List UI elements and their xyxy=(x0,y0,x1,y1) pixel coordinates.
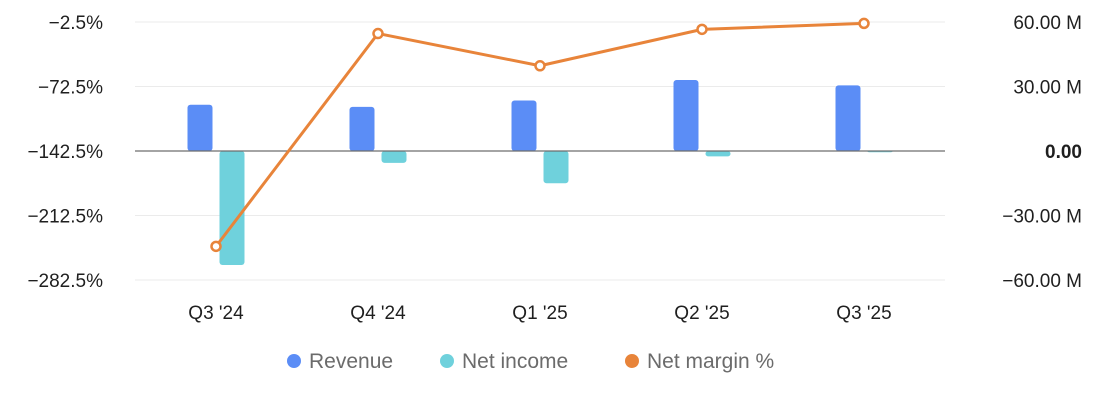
net-income-bar xyxy=(219,151,245,265)
bars xyxy=(187,80,893,265)
revenue-bar xyxy=(673,80,699,151)
right-axis: 60.00 M 30.00 M 0.00 −30.00 M −60.00 M xyxy=(1002,13,1082,292)
x-axis-tick-label: Q2 '25 xyxy=(674,303,729,324)
legend-label: Net income xyxy=(462,350,568,373)
legend-item: Net margin % xyxy=(625,350,774,373)
legend-item: Revenue xyxy=(287,350,393,373)
legend: Revenue Net income Net margin % xyxy=(287,350,774,373)
x-axis: Q3 '24 Q4 '24 Q1 '25 Q2 '25 Q3 '25 xyxy=(188,303,891,324)
legend-swatch xyxy=(287,354,301,368)
right-axis-tick-label: 0.00 xyxy=(1045,142,1082,163)
x-axis-tick-label: Q4 '24 xyxy=(350,303,406,324)
right-axis-tick-label: −30.00 M xyxy=(1002,207,1082,228)
right-axis-tick-label: −60.00 M xyxy=(1002,271,1082,292)
x-axis-tick-label: Q1 '25 xyxy=(512,303,567,324)
left-axis-tick-label: −2.5% xyxy=(49,13,104,34)
net-margin-point xyxy=(858,17,870,30)
grid xyxy=(135,21,945,281)
revenue-bar xyxy=(187,104,213,151)
legend-item: Net income xyxy=(440,350,568,373)
net-income-bar xyxy=(705,151,731,157)
net-income-bar xyxy=(543,151,569,184)
net-income-bar xyxy=(381,151,407,163)
revenue-bar xyxy=(349,106,375,151)
net-margin-point xyxy=(696,23,708,36)
left-axis: −2.5% −72.5% −142.5% −212.5% −282.5% xyxy=(27,13,103,292)
legend-swatch xyxy=(440,354,454,368)
left-axis-tick-label: −212.5% xyxy=(27,207,103,228)
x-axis-tick-label: Q3 '25 xyxy=(836,303,891,324)
right-axis-tick-label: 60.00 M xyxy=(1013,13,1082,34)
legend-label: Net margin % xyxy=(647,350,774,373)
net-margin-point xyxy=(210,240,222,253)
revenue-bar xyxy=(511,100,537,151)
legend-label: Revenue xyxy=(309,350,393,373)
net-margin-polyline xyxy=(214,21,865,248)
revenue-bar xyxy=(835,85,861,151)
legend-swatch xyxy=(625,354,639,368)
left-axis-tick-label: −282.5% xyxy=(27,271,103,292)
net-margin-point xyxy=(372,27,384,40)
right-axis-tick-label: 30.00 M xyxy=(1013,78,1082,99)
net-margin-point xyxy=(534,60,546,72)
left-axis-tick-label: −142.5% xyxy=(27,142,103,163)
x-axis-tick-label: Q3 '24 xyxy=(188,303,244,324)
left-axis-tick-label: −72.5% xyxy=(38,78,103,99)
net-margin-line xyxy=(210,17,870,253)
